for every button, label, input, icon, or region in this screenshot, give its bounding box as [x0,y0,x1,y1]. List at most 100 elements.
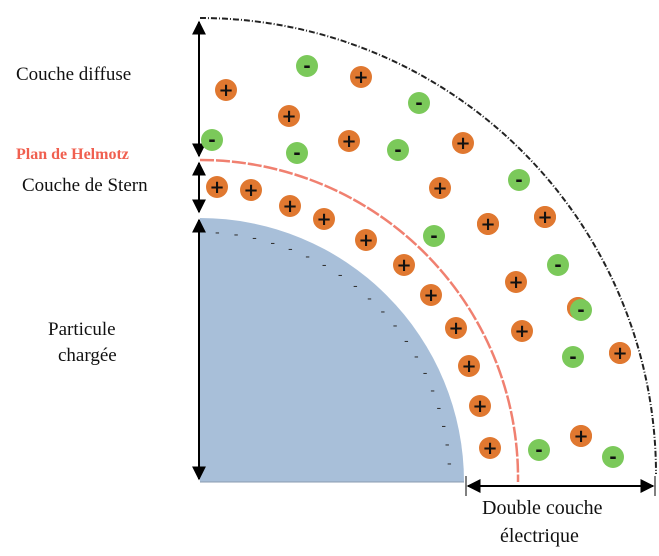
plus-sign: + [448,318,463,339]
cation-ion: + [505,271,527,293]
plus-sign: + [316,209,331,230]
double-layer-label-line1: Double couche [482,497,603,519]
minus-sign: - [535,440,542,461]
anion-circle [602,446,624,468]
cation-ion: + [279,195,301,217]
minus-sign: - [208,130,215,151]
anion-circle [423,225,445,247]
plus-sign: + [461,356,476,377]
surface-charge-minus: - [430,383,435,398]
cation-ion: + [445,317,467,339]
cation-ion: + [338,130,360,152]
surface-charge-minus: - [436,401,441,416]
cation-circle [278,105,300,127]
anion-ion: - [286,142,308,164]
minus-sign: - [609,447,616,468]
plus-sign: + [396,255,411,276]
surface-charge-minus: - [393,319,398,334]
cation-ion: + [313,208,335,230]
anion-circle [547,254,569,276]
cation-ion: + [479,437,501,459]
anion-ion: - [508,169,530,191]
surface-charge-minus: - [445,438,450,453]
plus-sign: + [472,396,487,417]
cation-circle [350,66,372,88]
stern-layer-label: Couche de Stern [22,175,148,196]
cation-circle [511,320,533,342]
cation-circle [429,177,451,199]
surface-charge-minus: - [270,236,275,251]
plus-sign: + [353,67,368,88]
particle-label-line2: chargée [58,345,117,366]
cation-ion: + [393,254,415,276]
cation-ion: + [420,284,442,306]
anion-circle [286,142,308,164]
anion-ion: - [387,139,409,161]
surface-charge-minus: - [367,291,372,306]
surface-charge-minus: - [380,305,385,320]
surface-charge-minus: - [447,456,452,471]
anion-circle [562,346,584,368]
cation-ion: + [609,342,631,364]
double-layer-label-line2: électrique [500,525,579,547]
anion-ion: - [547,254,569,276]
plus-sign: + [482,438,497,459]
surface-charge-minus: - [305,249,310,264]
cation-ion: + [278,105,300,127]
cation-circle [445,317,467,339]
anion-ion: - [423,225,445,247]
particle-label-line1: Particule [48,319,116,340]
plus-sign: + [209,177,224,198]
anion-circle [201,129,223,151]
anion-ion: - [602,446,624,468]
cation-circle [420,284,442,306]
anion-ion: - [296,55,318,77]
cation-ion: + [355,229,377,251]
plus-sign: + [455,133,470,154]
anion-circle [387,139,409,161]
plus-sign: + [508,272,523,293]
cation-circle [240,179,262,201]
cation-ion: + [458,355,480,377]
anion-circle [296,55,318,77]
minus-sign: - [554,255,561,276]
plus-sign: + [243,180,258,201]
surface-charge-minus: - [423,366,428,381]
plus-sign: + [432,178,447,199]
surface-charge-minus: - [404,334,409,349]
cation-ion: + [477,213,499,235]
ions-layer: +++++++++++++++++++++++++++++-----------… [201,55,631,468]
minus-sign: - [515,170,522,191]
cation-circle [355,229,377,251]
cation-ion: + [206,176,228,198]
charged-particle [200,218,464,482]
anion-ion: - [408,92,430,114]
cation-circle [469,395,491,417]
cation-circle [338,130,360,152]
surface-charge-minus: - [252,231,257,246]
plus-sign: + [281,106,296,127]
plus-sign: + [282,196,297,217]
cation-ion: + [469,395,491,417]
anion-circle [408,92,430,114]
plus-sign: + [612,343,627,364]
cation-circle [206,176,228,198]
minus-sign: - [569,347,576,368]
cation-ion: + [534,206,556,228]
minus-sign: - [303,56,310,77]
surface-charges: - - - - - --------------- [215,226,452,472]
anion-ion: - [562,346,584,368]
minus-sign: - [430,226,437,247]
surface-charge-minus: - [322,258,327,273]
cation-circle [313,208,335,230]
minus-sign: - [394,140,401,161]
minus-sign: - [577,300,584,321]
cation-circle [393,254,415,276]
cation-ion: + [350,66,372,88]
cation-circle [479,437,501,459]
cation-circle [452,132,474,154]
minus-sign: - [293,143,300,164]
anion-ion: - [570,299,592,321]
